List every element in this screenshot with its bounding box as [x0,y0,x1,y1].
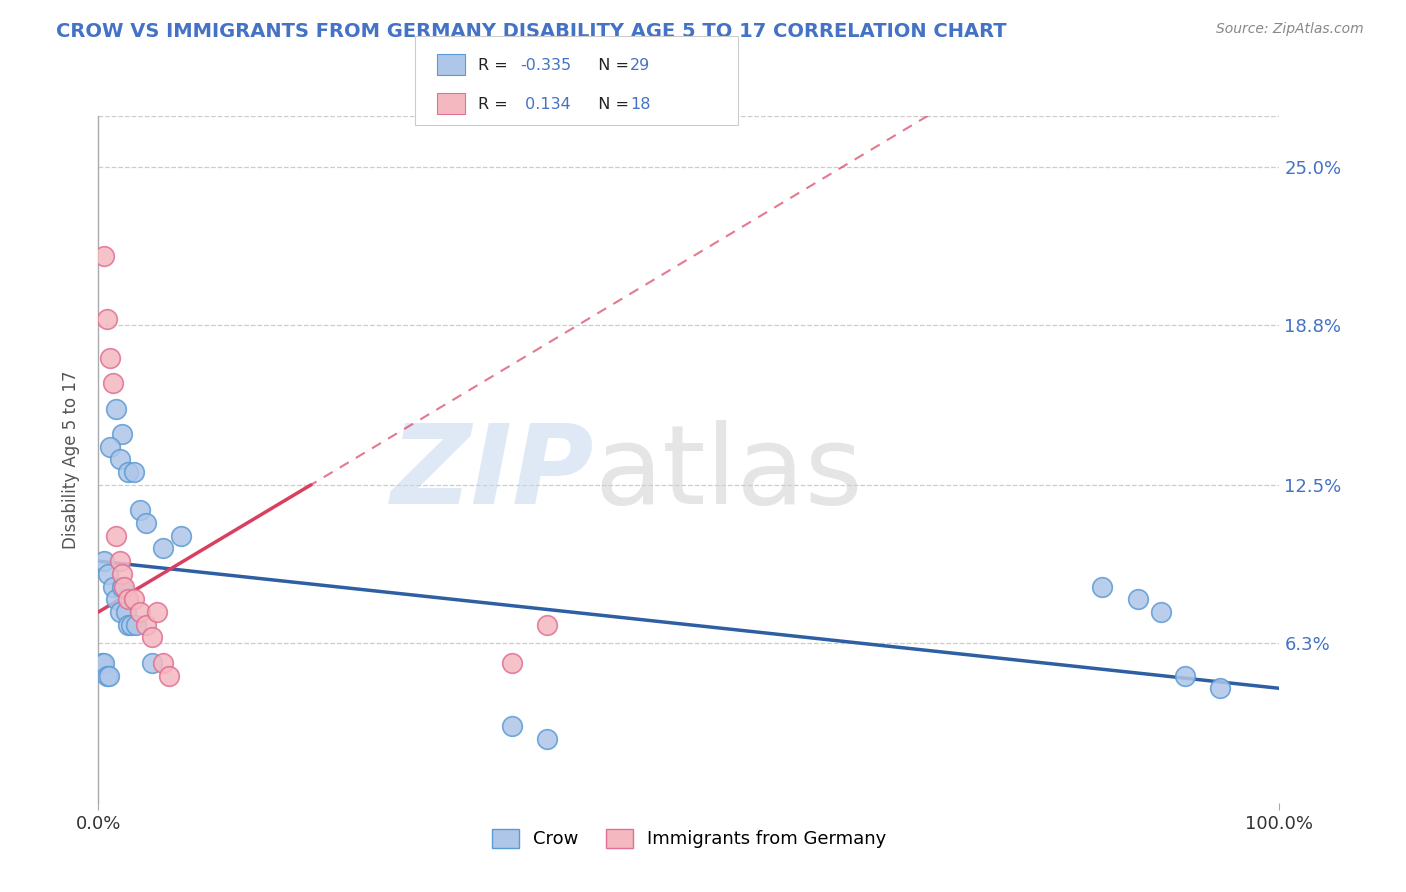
Point [101,580,124,594]
Point [98,351,121,365]
Point [135,617,157,632]
Point [111,566,134,581]
Point [105,529,128,543]
Point [141,656,163,670]
Point [1150,605,1173,619]
Point [111,580,134,594]
Point [98,668,121,682]
Point [112,580,135,594]
Point [101,376,124,390]
Point [108,554,131,568]
Point [96,668,118,682]
Point [122,465,145,479]
Text: N =: N = [588,97,634,112]
Point [152,656,174,670]
Point [170,529,193,543]
Point [157,668,180,682]
Point [105,592,128,607]
Point [93,249,115,263]
Point [111,426,134,441]
Text: N =: N = [588,58,634,72]
Text: Source: ZipAtlas.com: Source: ZipAtlas.com [1216,22,1364,37]
Point [117,592,139,607]
Point [108,605,131,619]
Text: R =: R = [478,58,513,72]
Text: atlas: atlas [595,419,863,526]
Text: CROW VS IMMIGRANTS FROM GERMANY DISABILITY AGE 5 TO 17 CORRELATION CHART: CROW VS IMMIGRANTS FROM GERMANY DISABILI… [56,22,1007,41]
Text: -0.335: -0.335 [520,58,571,72]
Point [146,605,169,619]
Point [121,617,143,632]
Y-axis label: Disability Age 5 to 17: Disability Age 5 to 17 [62,370,80,549]
Text: ZIP: ZIP [391,419,595,526]
Point [501,719,523,733]
Point [128,503,150,517]
Point [1091,580,1114,594]
Point [122,592,145,607]
Point [141,631,163,645]
Point [93,656,115,670]
Text: 0.134: 0.134 [520,97,571,112]
Point [1209,681,1232,696]
Point [117,617,139,632]
Point [93,554,115,568]
Point [536,732,558,747]
Text: 18: 18 [630,97,651,112]
Point [1174,668,1197,682]
Point [125,617,148,632]
Text: 29: 29 [630,58,650,72]
Point [114,605,136,619]
Point [117,465,139,479]
Point [152,541,174,556]
Point [135,516,157,530]
Point [128,605,150,619]
Point [1126,592,1149,607]
Point [536,617,558,632]
Point [501,656,523,670]
Point [97,566,120,581]
Point [96,312,118,326]
Point [108,452,131,467]
Point [98,440,121,454]
Legend: Crow, Immigrants from Germany: Crow, Immigrants from Germany [484,822,894,855]
Point [105,401,128,416]
Point [91,656,114,670]
Text: R =: R = [478,97,513,112]
